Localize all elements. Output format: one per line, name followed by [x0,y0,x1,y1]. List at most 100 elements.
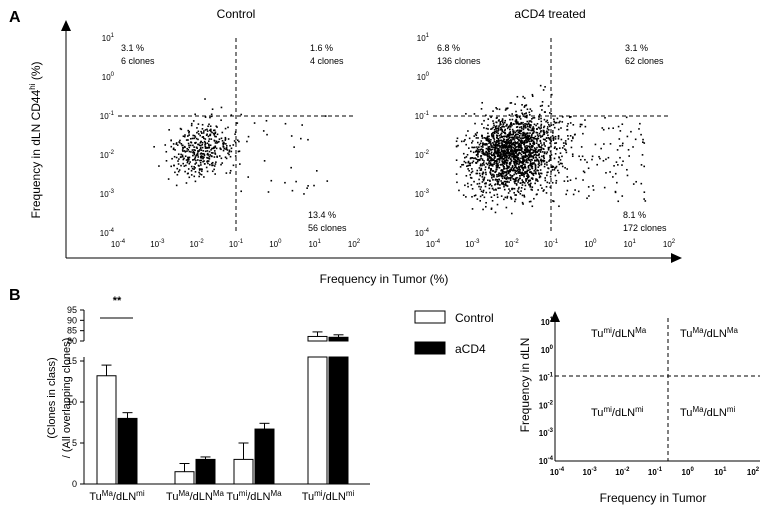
scatter-point [492,135,495,138]
scatter-point [601,127,604,129]
scatter-point [542,126,545,129]
scatter-point [199,159,201,162]
schematic-q-topleft: Tumi/dLNMa [591,326,647,340]
scatter-point [481,101,484,104]
scatter-point [492,134,495,136]
scatter-point [572,137,574,140]
scatter-point [532,128,535,130]
scatter-point [486,138,488,140]
acd4-q-topleft-clones: 136 clones [437,56,481,66]
scatter-point [552,136,555,139]
scatter-point [509,133,512,135]
scatter-point [617,125,620,128]
scatter-point [533,147,536,149]
scatter-point [488,160,491,163]
scatter-point [456,181,458,184]
scatter-point [211,161,214,164]
scatter-point [531,95,534,98]
scatter-point [518,136,520,139]
scatter-point [507,152,509,155]
scatter-point [520,172,522,175]
scatter-point [462,152,465,155]
bar-category-label: Tumi/dLNmi [302,489,355,503]
scatter-point [548,159,551,161]
scatter-point [520,132,522,135]
scatter-point [553,168,556,171]
class-bar-chart: (Clones in class) / (All overlapping clo… [46,295,370,503]
scatter-point [554,146,556,148]
scatter-point [540,149,542,151]
scatter-point [529,179,532,182]
scatter-point [507,135,510,138]
scatter-point [197,143,199,146]
scatter-point [469,173,472,176]
scatter-point [500,155,502,157]
scatter-point [530,136,533,139]
scatter-point [621,195,624,197]
scatter-point [469,176,472,179]
scatter-point [474,157,477,159]
scatter-point [547,148,550,151]
scatter-point [196,153,198,156]
acd4-q-topleft-pct: 6.8 % [437,43,460,53]
scatter-point [528,120,531,122]
scatter-point [541,155,543,158]
scatter-point [574,189,576,191]
scatter-point [471,146,473,149]
scatter-point [517,153,519,156]
scatter-point [465,134,467,137]
scatter-point [549,186,552,189]
scatter-point [521,103,523,106]
scatter-point [301,124,303,126]
scatter-point [515,146,518,148]
scatter-point [540,127,543,129]
scatter-point [518,129,521,132]
scatter-point [526,134,529,137]
scatter-point [470,142,473,144]
scatter-point [602,128,605,131]
scatter-point [540,161,543,163]
scatter-point [479,158,481,161]
scatter-point [524,163,526,166]
scatter-point [203,156,205,159]
scatter-point [213,168,215,171]
scatter-point [518,157,520,159]
scatter-point [530,164,533,167]
scatter-point [543,152,546,155]
scatter-point [215,140,218,143]
scatter-point [476,150,479,153]
scatter-point [180,143,183,145]
scatter-point [487,150,490,153]
scatter-point [599,157,601,160]
scatter-point [517,170,519,173]
scatter-point [502,175,504,177]
scatter-point [455,140,458,143]
scatter-point [232,144,235,146]
scatter-point [523,97,526,99]
scatter-point [499,151,502,154]
scatter-point [253,122,256,124]
schematic-x-tick-label: 10-4 [550,467,565,477]
scatter-point [468,137,471,140]
scatter-point [488,142,490,145]
panel-a-ylabel-end: (%) [29,62,43,84]
scatter-point [202,160,204,163]
scatter-point [530,121,533,123]
scatter-point [214,163,217,165]
scatter-point [472,160,475,163]
scatter-point [214,152,216,154]
scatter-point [538,144,540,146]
scatter-point [487,124,489,127]
scatter-point [201,123,204,126]
scatter-point [523,155,526,157]
scatter-point [505,184,508,187]
scatter-point [515,160,518,163]
scatter-point [485,191,488,194]
scatter-point [484,152,486,155]
scatter-point [496,158,499,160]
scatter-point [572,124,575,126]
scatter-point [524,123,526,125]
scatter-point [522,168,524,171]
scatter-point [581,155,584,158]
